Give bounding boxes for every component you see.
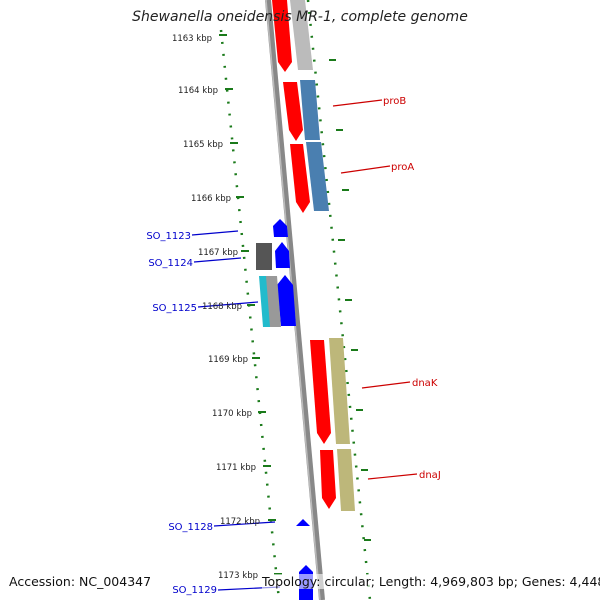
gene-label-so1123[interactable]: SO_1123 [146,231,191,242]
gene-label-proB[interactable]: proB [383,96,406,107]
gene-label-so1129[interactable]: SO_1129 [172,585,217,596]
gene-arrow-proB[interactable] [283,82,303,141]
ruler-label: 1173 kbp [218,571,258,581]
ruler-label: 1171 kbp [216,463,256,473]
track-block-dnaK [329,338,350,444]
gene-label-so1125[interactable]: SO_1125 [152,303,197,314]
backbone-line [265,0,325,600]
track-block-proB [300,80,320,140]
gene-arrow-proA[interactable] [290,144,310,213]
gene-label-dnaK[interactable]: dnaK [412,378,438,389]
gene-label-so1124[interactable]: SO_1124 [148,258,193,269]
ruler-label: 1170 kbp [212,409,252,419]
gene-arrow-so1123[interactable] [273,219,288,237]
map-title: Shewanella oneidensis MR-1, complete gen… [132,9,468,25]
gene-arrow-so1124[interactable] [275,242,290,268]
gene-arrow-so1125[interactable] [277,275,296,326]
gene-labels-right: proB proA dnaK dnaJ [383,96,441,481]
gene-label-so1128[interactable]: SO_1128 [168,522,213,533]
gene-labels-left: SO_1123 SO_1124 SO_1125 SO_1128 SO_1129 [146,231,217,596]
gene-label-dnaJ[interactable]: dnaJ [419,470,441,481]
ruler-label: 1172 kbp [220,517,260,527]
track-block-dnaJ [337,449,355,511]
cds-track [272,0,336,600]
accession-text: Accession: NC_004347 [9,574,152,589]
ruler-label: 1167 kbp [198,248,238,258]
ruler-label: 1168 kbp [202,302,242,312]
function-track [256,0,355,511]
track-block [290,0,313,70]
track-block-proA [306,142,329,211]
gene-arrow-so1128[interactable] [296,519,310,526]
gene-arrow-dnaJ[interactable] [320,450,336,509]
ruler-label: 1164 kbp [178,86,218,96]
gene-arrow-dnaK[interactable] [310,340,331,444]
genome-info-text: Topology: circular; Length: 4,969,803 bp… [262,574,600,589]
gene-arrow[interactable] [272,0,292,72]
track-block-so1124 [256,243,272,270]
gene-label-proA[interactable]: proA [391,162,414,173]
ruler-label: 1165 kbp [183,140,223,150]
ruler-label: 1163 kbp [172,34,212,44]
track-block-so1125-b [266,276,281,327]
ruler-labels: 1163 kbp 1164 kbp 1165 kbp 1166 kbp 1167… [172,34,260,581]
outer-guide-line [306,0,372,600]
ruler-label: 1169 kbp [208,355,248,365]
ruler-label: 1166 kbp [191,194,231,204]
